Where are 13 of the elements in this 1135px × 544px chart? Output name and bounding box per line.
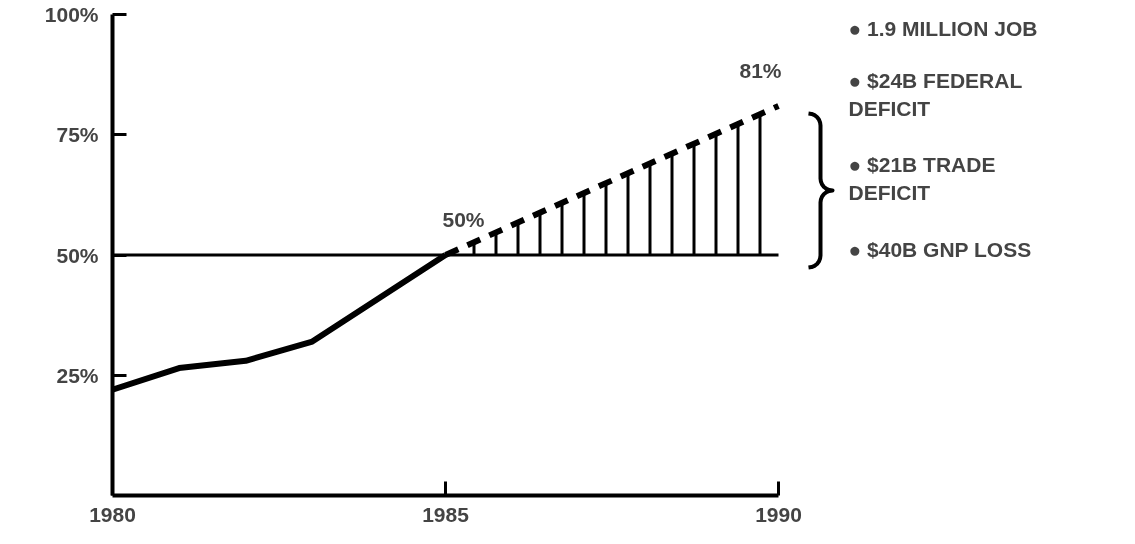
text: ● 1.9 MILLION JOB	[848, 17, 1038, 40]
text: ● $21B TRADE DEFICIT	[848, 153, 996, 204]
annotation: 50%	[442, 208, 485, 231]
text: ● $24B FEDERAL DEFICIT	[848, 69, 1023, 120]
x-tick-label: 1990	[755, 502, 802, 526]
x-tick-label: 1980	[89, 502, 136, 526]
x-tick-label: 1985	[422, 502, 470, 526]
annotation: 81%	[739, 58, 782, 82]
y-tick-label: 50%	[56, 243, 99, 267]
y-tick-label: 25%	[56, 363, 99, 387]
y-tick-label: 75%	[56, 123, 99, 147]
y-tick-label: 100%	[44, 3, 99, 26]
text: ● $40B GNP LOSS	[848, 238, 1032, 261]
